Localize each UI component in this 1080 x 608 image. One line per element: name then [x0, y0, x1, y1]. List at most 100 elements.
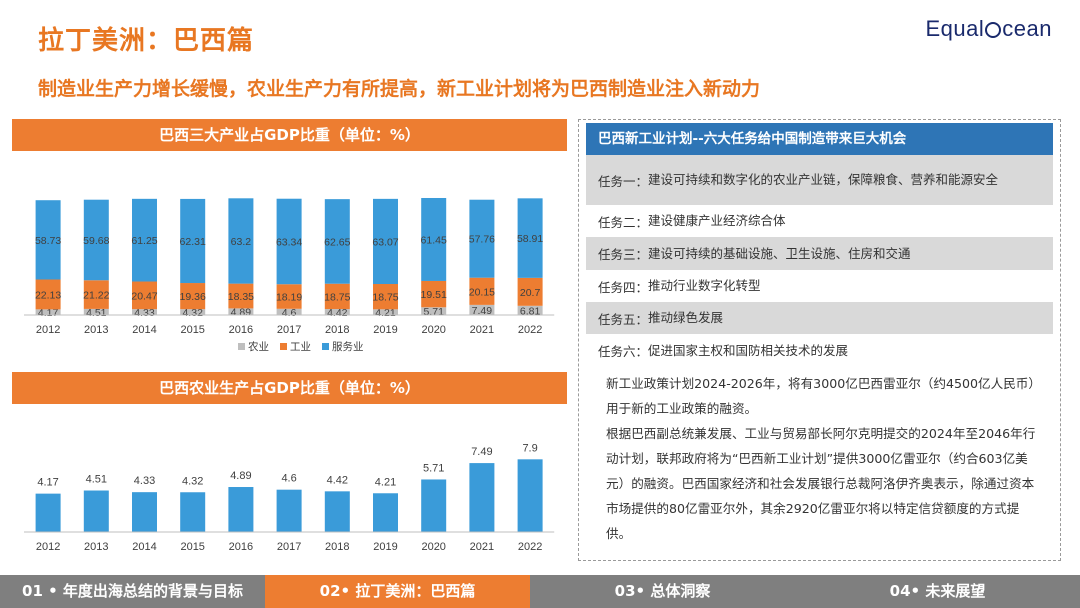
x-tick-label: 2012: [36, 324, 60, 336]
data-label: 4.6: [282, 307, 297, 319]
x-tick-label: 2014: [132, 541, 156, 553]
bar-segment: [517, 198, 543, 278]
x-tick-label: 2020: [421, 324, 445, 336]
chart1-title: 巴西三大产业占GDP比重（单位：%）: [12, 119, 567, 151]
bar: [469, 463, 495, 532]
data-label: 19.51: [421, 289, 447, 301]
bar-segment: [228, 283, 254, 309]
nav-item-insights[interactable]: 03• 总体洞察: [530, 575, 795, 608]
data-label: 18.75: [324, 291, 350, 303]
bar-segment: [276, 284, 302, 309]
data-label: 4.17: [38, 307, 59, 319]
task-text: 推动绿色发展: [648, 310, 724, 325]
task-label: 任务一：: [598, 173, 649, 189]
policy-description: 新工业政策计划2024-2026年，将有3000亿巴西雷亚尔（约4500亿人民币…: [586, 367, 1053, 546]
x-tick-label: 2013: [84, 541, 108, 553]
x-tick-label: 2022: [518, 541, 542, 553]
data-label: 4.42: [327, 474, 348, 486]
data-label: 63.07: [372, 236, 398, 248]
data-label: 20.7: [520, 287, 541, 299]
bar-segment: [324, 199, 350, 284]
data-label: 58.91: [517, 233, 543, 245]
bar-segment: [469, 277, 495, 305]
bar: [180, 492, 206, 532]
x-tick-label: 2015: [180, 541, 204, 553]
nav-item-brazil[interactable]: 02• 拉丁美洲：巴西篇: [265, 575, 530, 608]
chart2-title: 巴西农业生产占GDP比重（单位：%）: [12, 372, 567, 404]
task-label: 任务二：: [598, 214, 649, 230]
legend-label: 农业: [248, 340, 269, 353]
data-label: 5.71: [423, 462, 444, 474]
data-label: 4.32: [182, 475, 203, 487]
page-title: 拉丁美洲：巴西篇: [38, 26, 255, 56]
agriculture-gdp-svg: 4.17 2012 4.51 2013 4.33 2014 4.32 2015 4.89 2016…: [24, 442, 555, 553]
data-label: 6.81: [520, 305, 541, 317]
nav-item-background-goals[interactable]: 01 • 年度出海总结的背景与目标: [0, 575, 265, 608]
task-2: 任务二： 建设健康产业经济综合体: [586, 205, 1053, 237]
data-label: 5.71: [423, 306, 444, 318]
bar-segment: [373, 198, 398, 285]
section-nav: 01 • 年度出海总结的背景与目标 02• 拉丁美洲：巴西篇 03• 总体洞察 …: [0, 575, 1080, 608]
bar-segment: [132, 281, 157, 310]
task-label: 任务四：: [598, 279, 649, 295]
x-tick-label: 2021: [470, 324, 494, 336]
page-subtitle: 制造业生产力增长缓慢，农业生产力有所提高，新工业计划将为巴西制造业注入新动力: [38, 78, 761, 100]
data-label: 18.19: [276, 292, 302, 304]
bar-segment: [421, 280, 447, 308]
data-label: 4.51: [86, 474, 107, 486]
data-label: 22.13: [35, 289, 61, 301]
task-3: 任务三： 建设可持续的基础设施、卫生设施、住房和交通: [586, 237, 1053, 270]
task-4: 任务四： 推动行业数字化转型: [586, 270, 1053, 302]
legend-label: 工业: [290, 341, 311, 353]
bar-segment: [35, 309, 61, 315]
data-label: 4.33: [134, 475, 155, 487]
bar: [373, 493, 398, 532]
task-label: 任务五：: [598, 311, 649, 327]
data-label: 4.42: [327, 307, 348, 319]
bar-segment: [180, 283, 206, 310]
bar: [132, 492, 157, 532]
data-label: 20.47: [131, 290, 157, 302]
new-industry-plan-panel: 巴西新工业计划--六大任务给中国制造带来巨大机会 任务一： 建设可持续和数字化的…: [578, 119, 1061, 561]
bar: [517, 459, 543, 532]
bar-segment: [180, 309, 206, 315]
x-tick-label: 2019: [373, 541, 397, 553]
bar-segment: [469, 304, 495, 315]
bar: [35, 493, 61, 532]
bar: [83, 490, 109, 532]
x-tick-label: 2022: [518, 324, 542, 336]
task-text: 促进国家主权和国防相关技术的发展: [648, 342, 849, 358]
bar: [421, 479, 447, 532]
bar-segment: [276, 198, 302, 285]
data-label: 4.6: [281, 473, 296, 485]
task-label: 任务三：: [598, 247, 649, 262]
bar-segment: [421, 307, 447, 315]
bar-segment: [83, 280, 109, 309]
data-label: 4.21: [375, 476, 396, 488]
data-label: 58.73: [35, 235, 61, 247]
bar-segment: [373, 284, 398, 310]
bar-segment: [276, 308, 302, 315]
bar-segment: [180, 198, 206, 284]
task-5: 任务五： 推动绿色发展: [586, 302, 1053, 334]
data-label: 4.32: [182, 307, 203, 319]
bar-segment: [421, 197, 447, 281]
bar-segment: [517, 305, 543, 315]
x-tick-label: 2018: [325, 541, 349, 553]
data-label: 21.22: [83, 290, 109, 302]
data-label: 62.31: [180, 236, 206, 248]
data-label: 7.49: [471, 446, 492, 458]
task-text: 建设可持续和数字化的农业产业链，保障粮食、营养和能源安全: [648, 172, 999, 187]
data-label: 7.9: [522, 442, 537, 454]
data-label: 4.17: [37, 477, 58, 489]
nav-item-outlook[interactable]: 04• 未来展望: [795, 575, 1080, 608]
data-label: 4.33: [134, 307, 155, 319]
data-label: 61.25: [131, 235, 157, 247]
bar-segment: [132, 309, 157, 315]
x-tick-label: 2015: [180, 324, 204, 336]
data-label: 4.21: [375, 307, 396, 319]
task-1: 任务一： 建设可持续和数字化的农业产业链，保障粮食、营养和能源安全: [586, 155, 1053, 205]
data-label: 18.75: [372, 292, 398, 304]
data-label: 62.65: [324, 236, 350, 248]
data-label: 18.35: [228, 291, 254, 303]
